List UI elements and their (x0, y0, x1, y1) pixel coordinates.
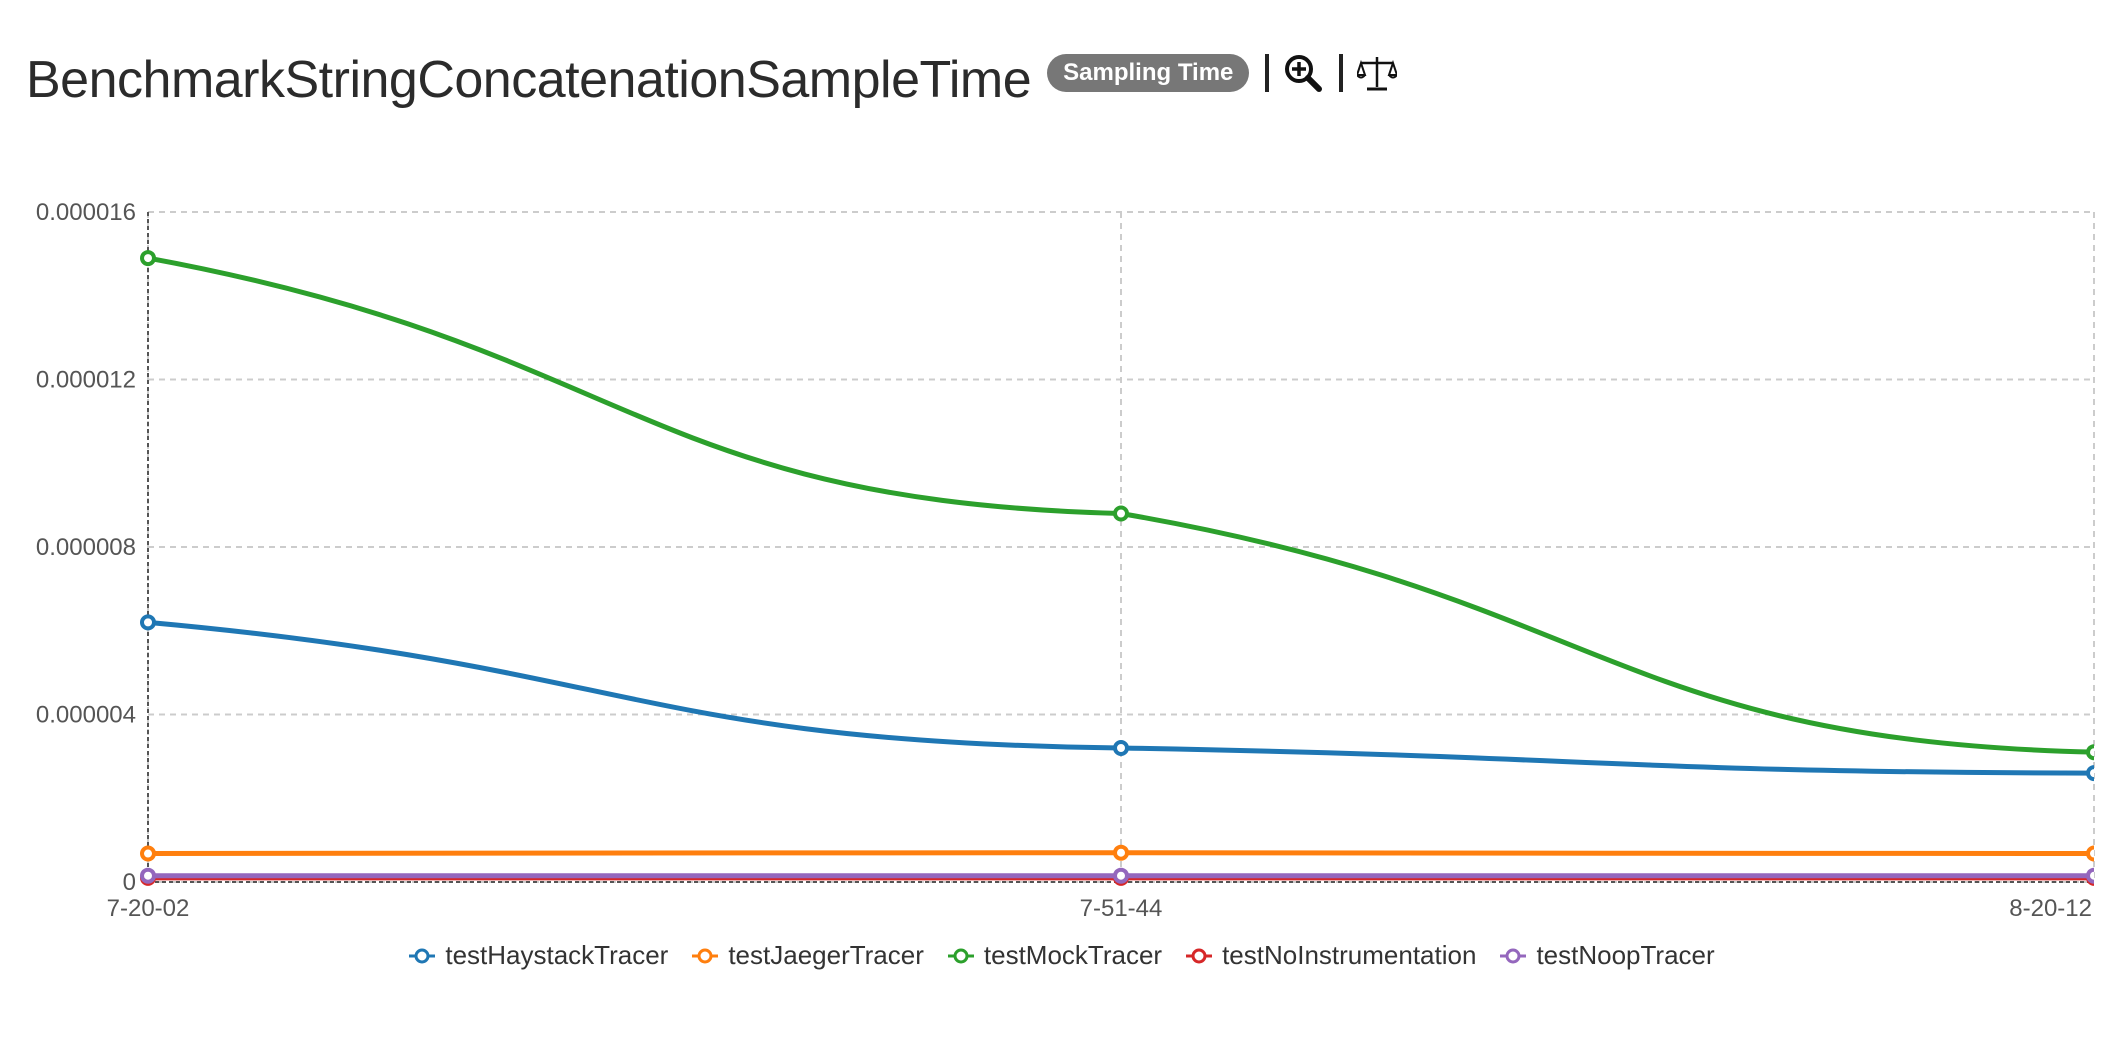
data-point-testJaegerTracer[interactable] (140, 845, 156, 862)
legend-swatch (1186, 948, 1213, 963)
data-point-testNoopTracer[interactable] (1113, 867, 1129, 884)
y-tick-label: 0.000008 (36, 534, 136, 561)
x-tick-label: 7-20-02 (107, 895, 190, 920)
data-point-testHaystackTracer[interactable] (2086, 765, 2100, 782)
legend-label: testNoInstrumentation (1222, 940, 1477, 970)
legend-swatch (692, 948, 719, 963)
y-tick-label: 0 (123, 869, 136, 896)
legend-label: testHaystackTracer (445, 940, 669, 970)
y-tick-label: 0.000016 (36, 199, 136, 226)
separator (1339, 54, 1344, 92)
legend-item-testNoInstrumentation[interactable]: testNoInstrumentation (1184, 940, 1476, 971)
legend-item-testMockTracer[interactable]: testMockTracer (946, 940, 1162, 971)
data-point-testMockTracer[interactable] (1113, 505, 1129, 522)
data-point-testNoopTracer[interactable] (140, 867, 156, 884)
legend-label: testMockTracer (983, 940, 1163, 970)
data-point-testJaegerTracer[interactable] (2086, 845, 2100, 862)
chart-header: BenchmarkStringConcatenationSampleTime S… (26, 40, 1399, 120)
legend-swatch (947, 948, 974, 963)
legend-swatch (409, 948, 436, 963)
data-point-testMockTracer[interactable] (140, 250, 156, 267)
legend-label: testNoopTracer (1536, 940, 1715, 970)
x-tick-label: 7-51-44 (1080, 895, 1163, 920)
data-point-testNoopTracer[interactable] (2086, 867, 2100, 884)
y-tick-label: 0.000004 (36, 702, 136, 729)
zoom-in-icon[interactable] (1283, 53, 1323, 93)
data-point-testMockTracer[interactable] (2086, 744, 2100, 761)
x-tick-label: 8-20-12 (2009, 895, 2092, 920)
line-chart: 0.000016 0.000012 0.000008 0.000004 07-20-02… (36, 199, 2100, 920)
legend-item-testJaegerTracer[interactable]: testJaegerTracer (690, 940, 924, 971)
chart-legend: testHaystackTracer testJaegerTracer test… (0, 940, 2122, 971)
legend-label: testJaegerTracer (728, 940, 924, 970)
plot-series-group (140, 250, 2100, 886)
sampling-time-badge: Sampling Time (1047, 53, 1250, 93)
legend-item-testHaystackTracer[interactable]: testHaystackTracer (407, 940, 668, 971)
legend-item-testNoopTracer[interactable]: testNoopTracer (1498, 940, 1715, 971)
page-title: BenchmarkStringConcatenationSampleTime (26, 51, 1032, 109)
scale-balance-icon[interactable] (1356, 53, 1399, 93)
y-tick-label: 0.000012 (36, 367, 136, 394)
data-point-testHaystackTracer[interactable] (1113, 740, 1129, 756)
legend-swatch (1500, 948, 1527, 963)
separator (1265, 54, 1270, 92)
data-point-testHaystackTracer[interactable] (140, 614, 156, 631)
data-point-testJaegerTracer[interactable] (1113, 844, 1129, 861)
